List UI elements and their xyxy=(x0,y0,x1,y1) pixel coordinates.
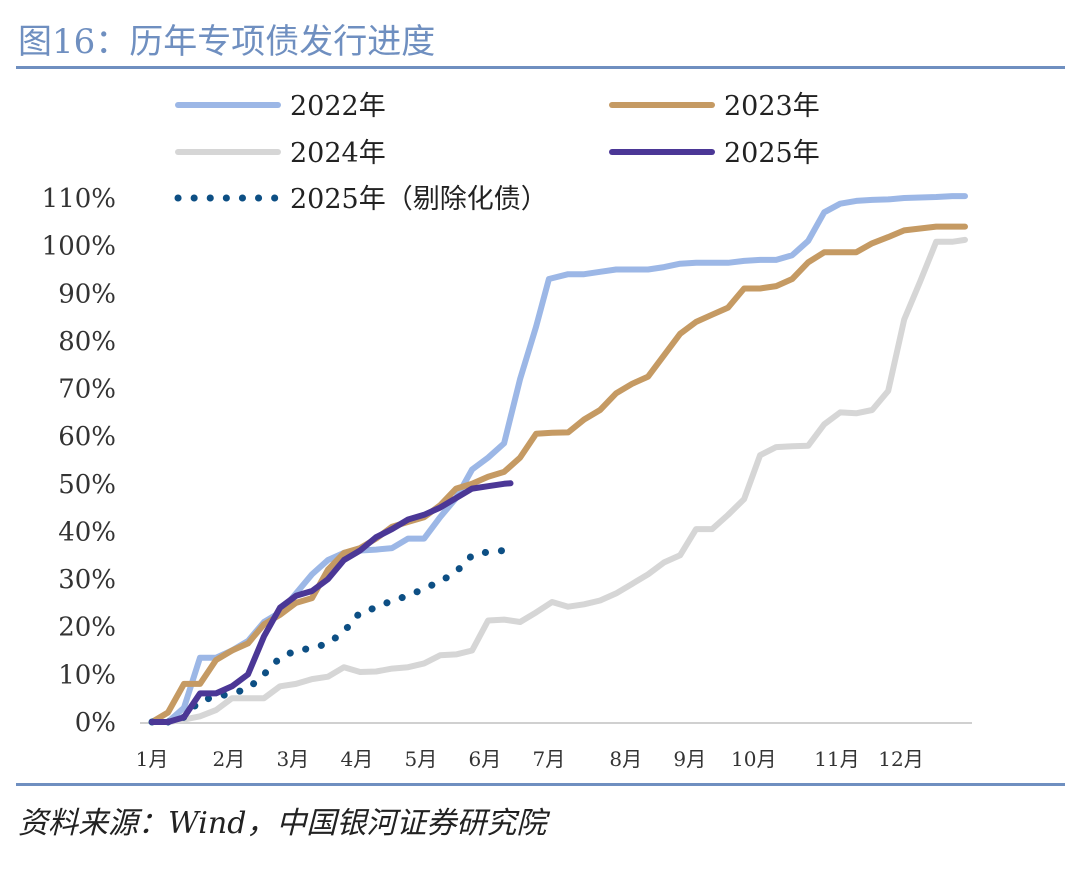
y-tick-label: 100% xyxy=(42,232,116,262)
x-tick-label: 5月 xyxy=(404,747,437,771)
x-tick-label: 6月 xyxy=(469,747,502,771)
y-axis: 0% 10% 20% 30% 40% 50% 60% 70% 80% 90% 100% 110% 1月 2… xyxy=(42,184,972,771)
x-tick-label: 2月 xyxy=(212,747,245,771)
x-tick-label: 8月 xyxy=(609,747,642,771)
legend-label-1: 2023年 xyxy=(724,91,820,122)
y-tick-label: 50% xyxy=(58,470,116,500)
series-line-3 xyxy=(149,480,514,725)
y-tick-label: 90% xyxy=(58,279,116,309)
legend-label-4: 2025年（剔除化债） xyxy=(290,184,548,215)
x-tick-label: 11月 xyxy=(814,747,859,771)
y-tick-label: 30% xyxy=(58,565,116,595)
y-tick-label: 80% xyxy=(58,327,116,357)
x-tick-label: 10月 xyxy=(731,747,776,771)
y-tick-label: 20% xyxy=(58,613,116,643)
x-tick-label: 3月 xyxy=(276,747,309,771)
y-tick-label: 40% xyxy=(58,517,116,547)
legend: 2022年 2023年 2024年 2025年 2025年（剔除化债） xyxy=(174,91,820,215)
series-layer xyxy=(148,193,968,726)
y-tick-label: 110% xyxy=(42,184,116,214)
figure-title: 图16：历年专项债发行进度 xyxy=(18,22,436,62)
x-tick-label: 4月 xyxy=(340,747,373,771)
y-tick-label: 0% xyxy=(75,708,116,738)
legend-label-2: 2024年 xyxy=(290,138,386,169)
y-tick-label: 70% xyxy=(58,375,116,405)
source-note: 资料来源：Wind，中国银河证券研究院 xyxy=(18,806,547,841)
x-tick-label: 7月 xyxy=(533,747,566,771)
y-tick-label: 10% xyxy=(58,660,116,690)
legend-label-3: 2025年 xyxy=(724,138,820,169)
series-line-0 xyxy=(149,193,968,725)
y-tick-label: 60% xyxy=(58,422,116,452)
x-tick-label: 12月 xyxy=(878,747,923,771)
x-tick-label: 9月 xyxy=(673,747,706,771)
series-line-1 xyxy=(149,223,968,725)
series-line-4 xyxy=(148,547,508,726)
legend-label-0: 2022年 xyxy=(290,91,386,122)
top-rule xyxy=(16,66,1065,69)
bottom-rule xyxy=(16,783,1065,786)
x-tick-label: 1月 xyxy=(136,747,169,771)
series-line-2 xyxy=(149,236,968,725)
